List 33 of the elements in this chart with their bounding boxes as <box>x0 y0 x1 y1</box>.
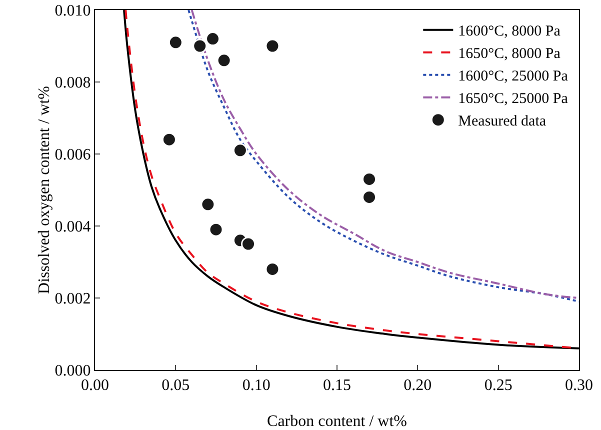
point <box>241 236 256 252</box>
y-axis-title: Dissolved oxygen content / wt% <box>36 86 53 294</box>
point <box>162 132 176 147</box>
x-tick-label: 0.05 <box>162 377 190 394</box>
legend-label: 1600°C, 8000 Pa <box>458 24 561 40</box>
point <box>362 172 377 186</box>
x-tick-label: 0.15 <box>323 377 351 394</box>
point <box>265 38 280 54</box>
legend-label: 1650°C, 8000 Pa <box>458 46 561 62</box>
point <box>208 222 224 237</box>
y-tick-label: 0.004 <box>54 218 91 236</box>
point <box>362 190 377 204</box>
x-tick-label: 0.00 <box>81 377 109 394</box>
y-tick-label: 0.008 <box>54 74 91 92</box>
x-tick-label: 0.25 <box>484 377 512 394</box>
legend-label: Measured data <box>458 114 546 130</box>
point <box>232 143 248 158</box>
point <box>265 262 280 276</box>
x-tick-label: 0.20 <box>404 377 432 394</box>
x-tick-label: 0.10 <box>242 377 270 394</box>
x-tick-label: 0.30 <box>565 377 593 394</box>
legend-label: 1600°C, 25000 Pa <box>458 68 568 85</box>
y-tick-label: 0.000 <box>54 362 91 380</box>
y-tick-label: 0.010 <box>54 2 91 20</box>
point <box>192 38 208 54</box>
point <box>216 53 232 68</box>
x-axis-title: Carbon content / wt% <box>267 413 407 430</box>
point <box>200 197 216 212</box>
y-tick-label: 0.002 <box>54 290 91 308</box>
point <box>206 32 220 46</box>
legend-label: 1650°C, 25000 Pa <box>458 91 568 108</box>
point <box>168 35 183 50</box>
y-tick-label: 0.006 <box>54 146 91 164</box>
